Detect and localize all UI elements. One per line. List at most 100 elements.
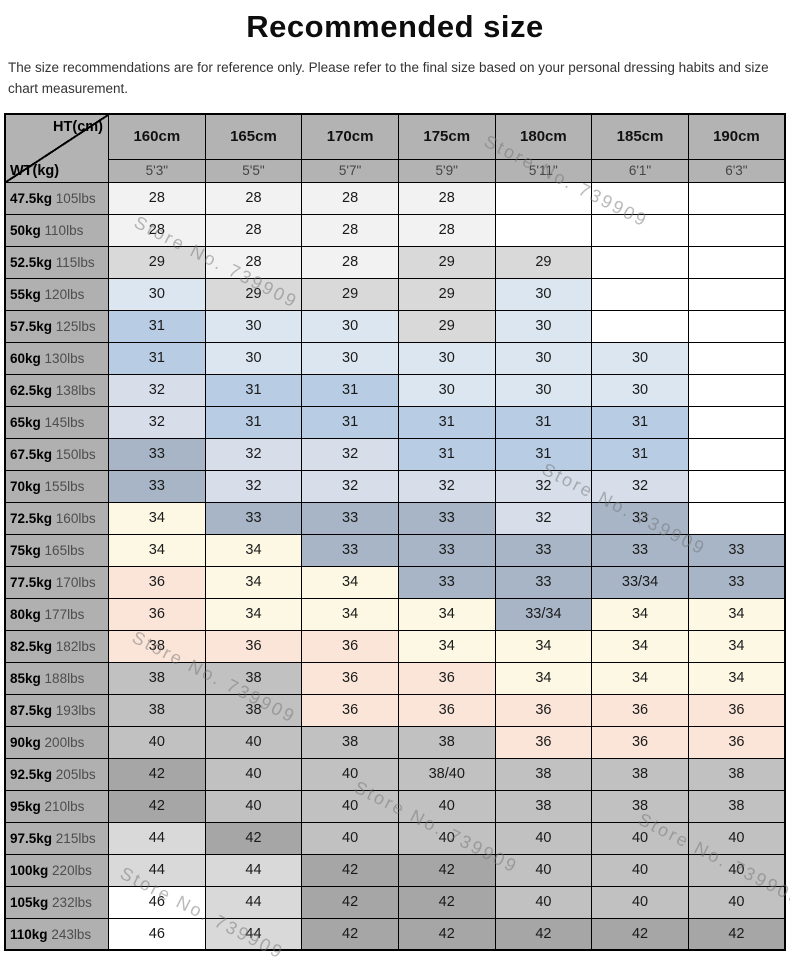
table-row: 77.5kg 170lbs 36 34 34 33 33 33/34 33	[4, 565, 786, 599]
page-subtitle: The size recommendations are for referen…	[8, 60, 769, 96]
size-cell: 32	[108, 405, 206, 439]
size-cell: 44	[108, 821, 206, 855]
size-cell: 31	[301, 373, 399, 407]
weight-lbs-label: 105lbs	[55, 190, 96, 206]
weight-lbs-label: 232lbs	[52, 894, 92, 910]
table-row: 62.5kg 138lbs 32 31 31 30 30 30	[4, 373, 786, 407]
weight-lbs-label: 177lbs	[44, 606, 85, 622]
size-cell: 30	[591, 341, 689, 375]
size-cell: 38	[397, 725, 496, 759]
weight-kg-label: 67.5kg	[10, 446, 53, 462]
table-row: 105kg 232lbs 46 44 42 42 40 40 40	[4, 885, 786, 919]
table-row: 72.5kg 160lbs 34 33 33 33 32 33	[4, 501, 786, 535]
size-cell: 38	[204, 693, 303, 727]
size-cell: 40	[301, 789, 399, 823]
size-cell: 33	[397, 565, 496, 599]
size-cell: 40	[591, 853, 689, 887]
size-cell: 34	[687, 629, 786, 663]
size-cell: 29	[494, 245, 593, 279]
size-cell: 42	[204, 821, 303, 855]
height-ft-header: 5'3"	[108, 158, 206, 183]
size-cell-empty	[591, 277, 689, 311]
size-cell: 28	[108, 181, 206, 215]
size-cell: 42	[301, 853, 399, 887]
header-row-cm: HT(cm) WT(kg) 160cm 165cm 170cm 175cm 180cm 1…	[4, 113, 786, 183]
weight-kg-label: 60kg	[10, 350, 41, 366]
table-row: 95kg 210lbs 42 40 40 40 38 38 38	[4, 789, 786, 823]
size-cell: 38	[687, 789, 786, 823]
size-cell: 30	[494, 277, 593, 311]
weight-header: 82.5kg 182lbs	[4, 629, 109, 663]
height-cm-header: 175cm	[397, 113, 496, 160]
size-cell: 34	[108, 501, 206, 535]
table-row: 55kg 120lbs 30 29 29 29 30	[4, 277, 786, 311]
size-cell: 33	[687, 565, 786, 599]
height-cm-header: 190cm	[687, 113, 786, 160]
size-cell: 32	[204, 469, 303, 503]
table-row: 110kg 243lbs 46 44 42 42 42 42 42	[4, 917, 786, 951]
size-cell: 29	[397, 309, 496, 343]
size-cell: 34	[204, 533, 303, 567]
table-row: 47.5kg 105lbs 28 28 28 28	[4, 181, 786, 215]
weight-kg-label: 70kg	[10, 478, 41, 494]
size-cell: 33/34	[494, 597, 593, 631]
size-cell: 30	[108, 277, 206, 311]
size-cell-empty	[687, 181, 786, 215]
size-cell: 32	[494, 469, 593, 503]
size-cell-empty	[687, 469, 786, 503]
size-cell: 34	[108, 533, 206, 567]
size-cell-empty	[687, 501, 786, 535]
size-cell: 29	[397, 245, 496, 279]
weight-kg-label: 90kg	[10, 734, 41, 750]
size-cell-empty	[687, 405, 786, 439]
size-cell: 30	[494, 341, 593, 375]
size-cell: 42	[494, 917, 593, 951]
size-cell: 34	[397, 597, 496, 631]
size-cell: 36	[687, 725, 786, 759]
table-row: 80kg 177lbs 36 34 34 34 33/34 34 34	[4, 597, 786, 631]
size-cell: 32	[591, 469, 689, 503]
size-cell: 29	[108, 245, 206, 279]
weight-header: 75kg 165lbs	[4, 533, 109, 567]
table-row: 85kg 188lbs 38 38 36 36 34 34 34	[4, 661, 786, 695]
weight-kg-label: 82.5kg	[10, 638, 53, 654]
weight-header: 70kg 155lbs	[4, 469, 109, 503]
size-cell: 40	[204, 789, 303, 823]
size-cell: 28	[204, 213, 303, 247]
size-cell: 42	[301, 917, 399, 951]
size-cell: 44	[108, 853, 206, 887]
weight-lbs-label: 115lbs	[55, 254, 95, 270]
height-cm-header: 185cm	[591, 113, 689, 160]
weight-header: 95kg 210lbs	[4, 789, 109, 823]
size-cell: 36	[494, 725, 593, 759]
weight-kg-label: 80kg	[10, 606, 41, 622]
size-cell-empty	[687, 341, 786, 375]
size-cell: 40	[591, 821, 689, 855]
size-cell: 34	[591, 629, 689, 663]
weight-lbs-label: 165lbs	[44, 542, 85, 558]
table-row: 87.5kg 193lbs 38 38 36 36 36 36 36	[4, 693, 786, 727]
size-cell: 28	[204, 245, 303, 279]
page: Recommended size The size recommendation…	[0, 9, 790, 963]
size-cell-empty	[591, 309, 689, 343]
size-cell: 44	[204, 917, 303, 951]
weight-header: 55kg 120lbs	[4, 277, 109, 311]
table-row: 52.5kg 115lbs 29 28 28 29 29	[4, 245, 786, 279]
size-cell: 28	[204, 181, 303, 215]
weight-lbs-label: 160lbs	[55, 510, 96, 526]
size-cell: 34	[397, 629, 496, 663]
size-cell: 28	[301, 245, 399, 279]
weight-lbs-label: 188lbs	[44, 670, 85, 686]
size-cell-empty	[494, 181, 593, 215]
size-cell: 33	[591, 533, 689, 567]
weight-header: 87.5kg 193lbs	[4, 693, 109, 727]
size-cell: 30	[591, 373, 689, 407]
size-cell-empty	[591, 245, 689, 279]
table-row: 50kg 110lbs 28 28 28 28	[4, 213, 786, 247]
table-row: 90kg 200lbs 40 40 38 38 36 36 36	[4, 725, 786, 759]
size-cell-empty	[687, 437, 786, 471]
size-cell: 32	[397, 469, 496, 503]
weight-lbs-label: 155lbs	[44, 478, 85, 494]
table-row: 100kg 220lbs 44 44 42 42 40 40 40	[4, 853, 786, 887]
size-cell-empty	[687, 373, 786, 407]
